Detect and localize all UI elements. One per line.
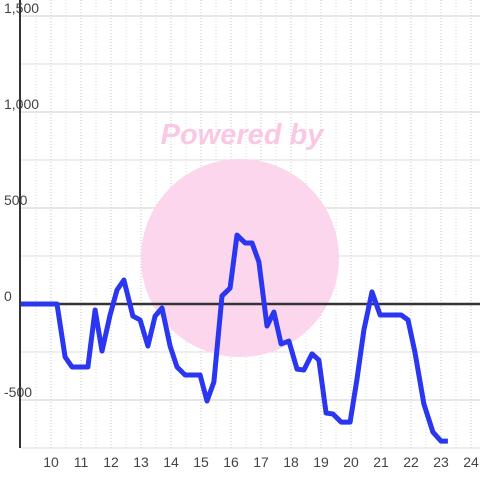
x-tick-label: 12	[103, 454, 119, 470]
x-tick-label: 24	[463, 454, 479, 470]
x-tick-label: 20	[343, 454, 359, 470]
watermark-text: Powered by	[161, 119, 326, 151]
x-tick-label: 21	[373, 454, 389, 470]
x-tick-label: 23	[433, 454, 449, 470]
x-tick-label: 13	[133, 454, 149, 470]
y-tick-label: -500	[4, 384, 32, 400]
x-tick-label: 22	[403, 454, 419, 470]
x-tick-label: 19	[313, 454, 329, 470]
x-tick-label: 15	[193, 454, 209, 470]
x-tick-label: 18	[283, 454, 299, 470]
x-tick-label: 11	[74, 454, 89, 470]
y-tick-label: 500	[4, 192, 28, 208]
x-tick-label: 16	[223, 454, 239, 470]
x-tick-label: 17	[253, 454, 269, 470]
watermark-logo	[141, 159, 339, 357]
y-tick-label: 1,500	[4, 0, 39, 16]
data-line	[21, 232, 448, 444]
y-tick-label: 0	[4, 288, 12, 304]
x-tick-label: 14	[163, 454, 179, 470]
y-tick-label: 1,000	[4, 96, 39, 112]
x-tick-label: 10	[43, 454, 59, 470]
